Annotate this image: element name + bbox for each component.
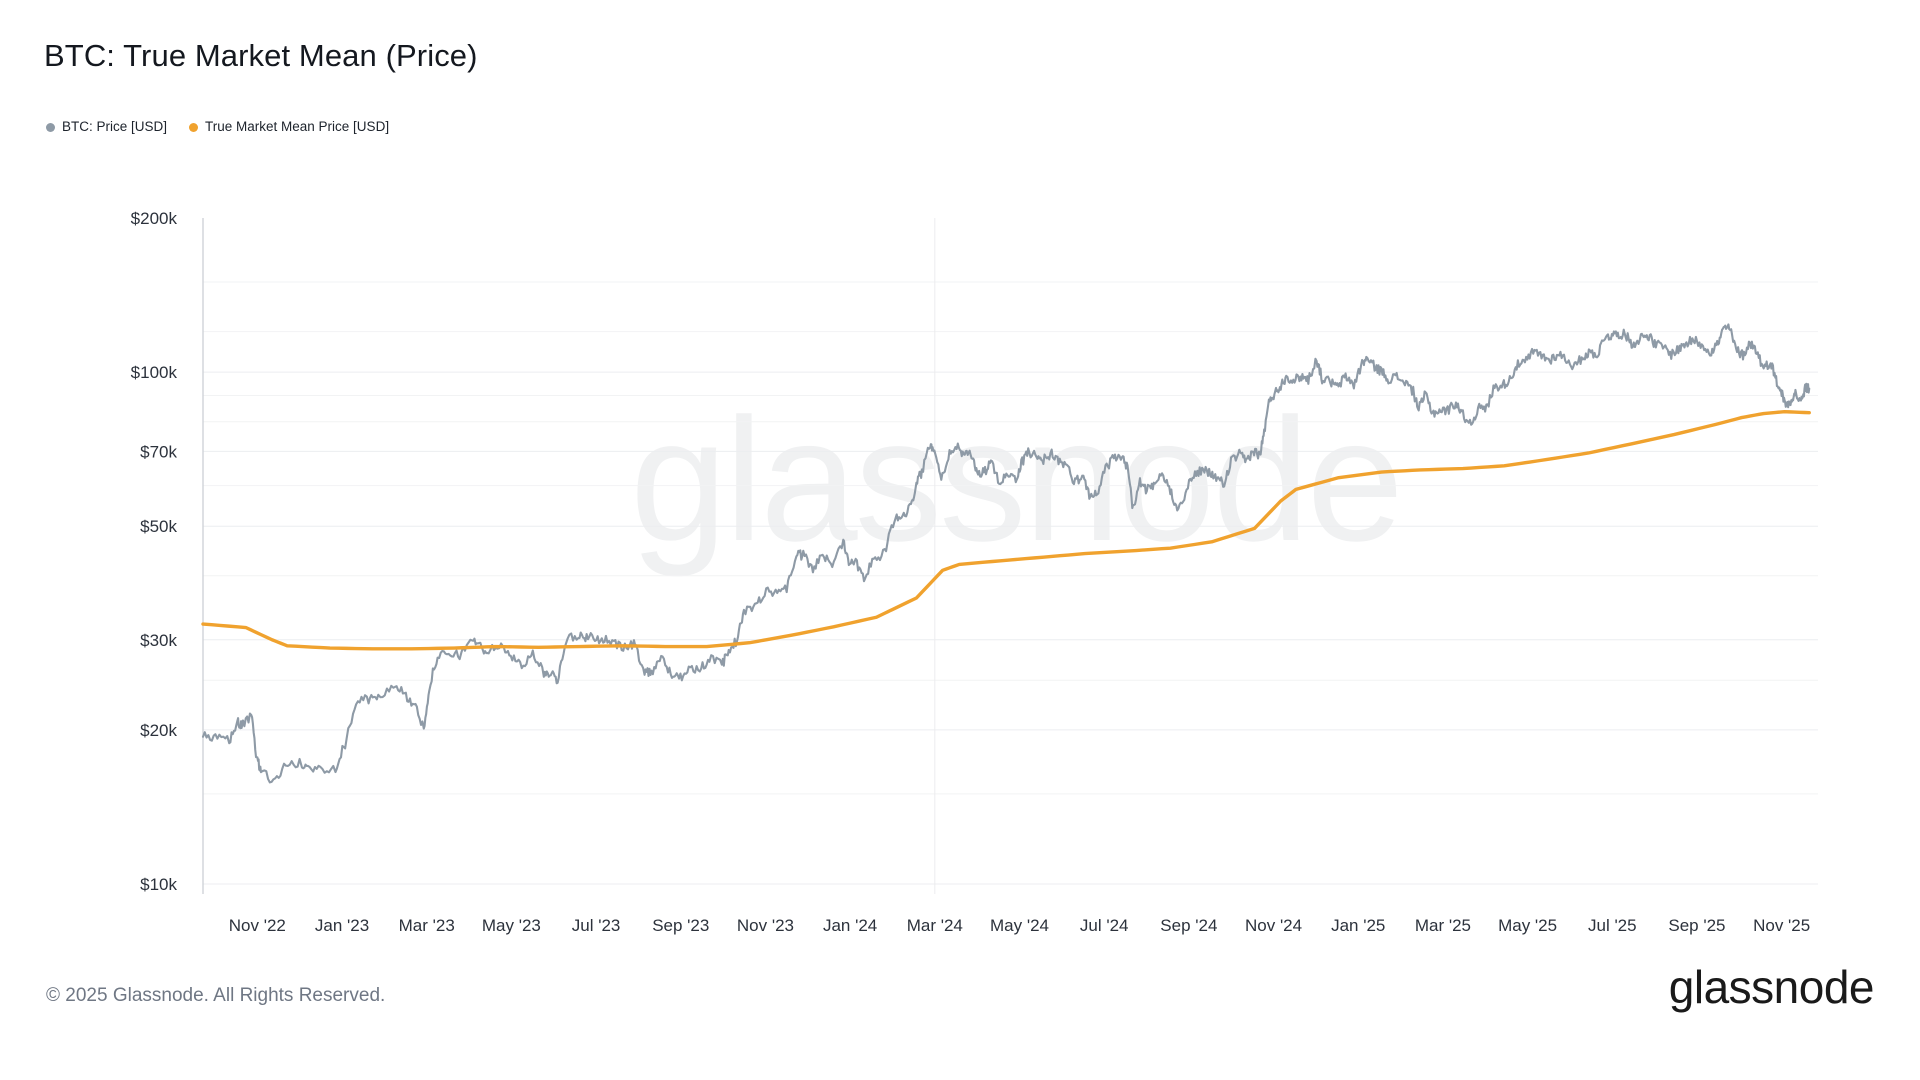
svg-text:May '24: May '24 xyxy=(990,916,1049,935)
svg-text:Sep '25: Sep '25 xyxy=(1668,916,1725,935)
svg-text:Jan '25: Jan '25 xyxy=(1331,916,1385,935)
data-series-group xyxy=(201,323,1811,784)
legend-dot-true-market-mean-icon xyxy=(189,122,199,132)
legend-item-btc-price[interactable]: BTC: Price [USD] xyxy=(46,120,167,134)
svg-text:May '23: May '23 xyxy=(482,916,541,935)
chart-legend: BTC: Price [USD] True Market Mean Price … xyxy=(46,118,389,136)
glassnode-logo: glassnode xyxy=(1668,961,1875,1013)
svg-text:$30k: $30k xyxy=(140,631,177,650)
svg-text:$50k: $50k xyxy=(140,517,177,536)
svg-text:$200k: $200k xyxy=(131,209,178,228)
page-title: BTC: True Market Mean (Price) xyxy=(44,38,478,73)
page-footer: © 2025 Glassnode. All Rights Reserved. g… xyxy=(0,960,1920,1080)
svg-text:Mar '24: Mar '24 xyxy=(907,916,963,935)
svg-text:Jan '24: Jan '24 xyxy=(823,916,877,935)
svg-text:$100k: $100k xyxy=(131,363,178,382)
chart-plot-area[interactable]: glassnode $200k $100k $70k $50k $30k $20k $10k… xyxy=(0,0,1920,960)
svg-text:Mar '23: Mar '23 xyxy=(399,916,455,935)
svg-text:May '25: May '25 xyxy=(1498,916,1557,935)
svg-text:Jul '25: Jul '25 xyxy=(1588,916,1637,935)
svg-text:Nov '22: Nov '22 xyxy=(229,916,286,935)
svg-text:Nov '23: Nov '23 xyxy=(737,916,794,935)
svg-text:$10k: $10k xyxy=(140,875,177,894)
svg-text:$70k: $70k xyxy=(140,442,177,461)
x-axis-tick-labels: Nov '22 Jan '23 Mar '23 May '23 Jul '23 Sep '… xyxy=(229,916,1810,935)
svg-text:Nov '24: Nov '24 xyxy=(1245,916,1302,935)
legend-label-btc-price: BTC: Price [USD] xyxy=(62,119,168,135)
svg-text:Jul '24: Jul '24 xyxy=(1080,916,1129,935)
svg-text:$20k: $20k xyxy=(140,721,177,740)
y-axis-tick-labels: $200k $100k $70k $50k $30k $20k $10k xyxy=(131,209,178,894)
svg-text:Nov '25: Nov '25 xyxy=(1753,916,1810,935)
legend-label-true-market-mean: True Market Mean Price [USD] xyxy=(205,119,390,135)
svg-text:Sep '23: Sep '23 xyxy=(652,916,709,935)
svg-text:Mar '25: Mar '25 xyxy=(1415,916,1471,935)
series-line-btc-price xyxy=(201,323,1811,784)
series-line-true-market-mean xyxy=(201,409,1811,651)
copyright-text: © 2025 Glassnode. All Rights Reserved. xyxy=(46,985,386,1006)
horizontal-gridlines xyxy=(203,281,1818,885)
svg-text:Sep '24: Sep '24 xyxy=(1160,916,1217,935)
legend-item-true-market-mean[interactable]: True Market Mean Price [USD] xyxy=(189,120,389,134)
svg-text:Jul '23: Jul '23 xyxy=(572,916,621,935)
svg-text:Jan '23: Jan '23 xyxy=(315,916,369,935)
legend-dot-btc-price-icon xyxy=(46,122,55,132)
